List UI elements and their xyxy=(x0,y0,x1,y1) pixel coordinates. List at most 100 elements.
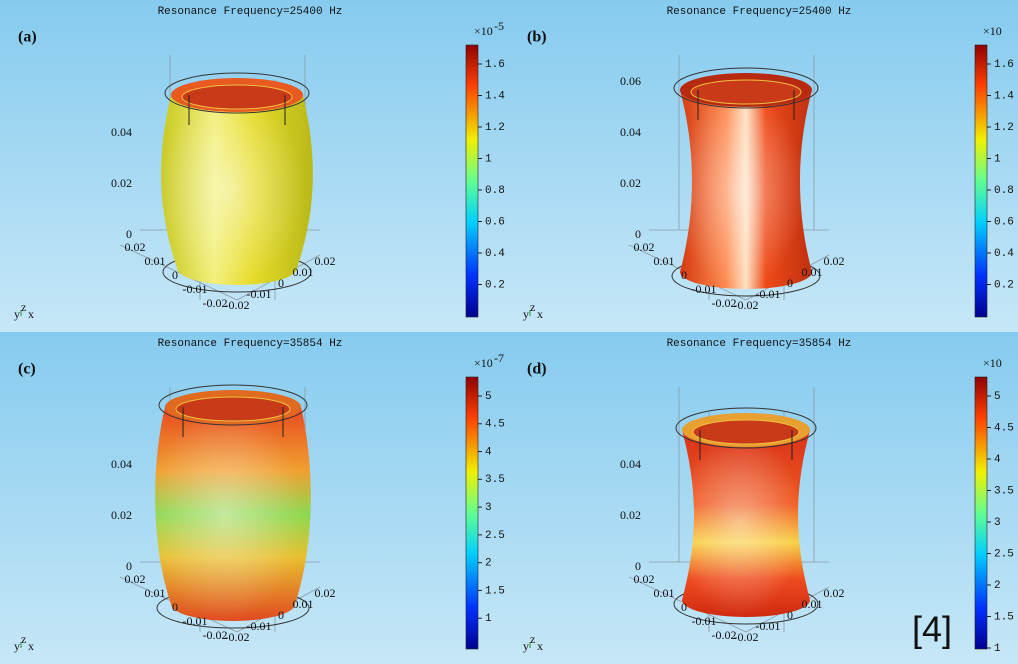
colorbar-tick-label: 0.8 xyxy=(994,185,1014,197)
colorbar-tick-label: 3.5 xyxy=(485,474,505,486)
y-tick-label: 0.02 xyxy=(125,240,146,254)
y-tick-label: -0.01 xyxy=(692,282,717,296)
colorbar-tick-label: 5 xyxy=(994,391,1001,403)
colorbar-multiplier: ×10 xyxy=(983,356,1002,370)
y-tick-label: 0.02 xyxy=(634,240,655,254)
cylinder-bore xyxy=(693,420,799,444)
x-tick-label: 0 xyxy=(787,608,793,622)
colorbar-tick-label: 1.5 xyxy=(485,585,505,597)
x-tick-label: -0.02 xyxy=(734,630,759,644)
x-tick-label: 0.01 xyxy=(293,265,314,279)
colorbar-tick-label: 1 xyxy=(994,153,1001,165)
panel-label: (c) xyxy=(18,361,36,378)
panel-title: Resonance Frequency=25400 Hz xyxy=(158,6,343,18)
colorbar-tick-label: 0.4 xyxy=(485,248,505,260)
triad-label: z xyxy=(21,300,26,314)
triad-label: z xyxy=(530,300,535,314)
colorbar-multiplier: ×10 xyxy=(474,356,493,370)
x-tick-label: -0.01 xyxy=(756,287,781,301)
z-tick-label: 0.02 xyxy=(620,176,641,190)
colorbar-tick-label: 1.2 xyxy=(994,122,1014,134)
colorbar-tick-label: 0.2 xyxy=(994,279,1014,291)
triad-label: y xyxy=(523,307,529,321)
x-tick-label: 0.02 xyxy=(824,254,845,268)
x-tick-label: -0.01 xyxy=(756,619,781,633)
colorbar-tick-label: 1.6 xyxy=(994,59,1014,71)
colorbar-tick-label: 1.6 xyxy=(485,59,505,71)
colorbar-tick-label: 4 xyxy=(994,454,1001,466)
y-tick-label: 0 xyxy=(681,600,687,614)
colorbar-tick-label: 1.4 xyxy=(485,90,505,102)
cylinder-bore xyxy=(691,80,801,104)
z-tick-label: 0 xyxy=(635,559,641,573)
y-tick-label: 0.01 xyxy=(654,586,675,600)
z-tick-label: 0 xyxy=(126,559,132,573)
cylinder-shine xyxy=(161,95,313,285)
colorbar-tick-label: 3.5 xyxy=(994,485,1014,497)
colorbar-tick-label: 3 xyxy=(994,517,1001,529)
z-tick-label: 0 xyxy=(635,227,641,241)
colorbar-tick-label: 0.6 xyxy=(485,216,505,228)
colorbar-tick-label: 2.5 xyxy=(994,548,1014,560)
x-tick-label: 0.02 xyxy=(824,586,845,600)
y-tick-label: 0 xyxy=(172,600,178,614)
colorbar-tick-label: 5 xyxy=(485,391,492,403)
x-tick-label: 0.01 xyxy=(802,597,823,611)
colorbar-tick-label: 2 xyxy=(994,580,1001,592)
cylinder-bore xyxy=(182,85,292,109)
triad-label: z xyxy=(530,632,535,646)
y-tick-label: 0 xyxy=(172,268,178,282)
x-tick-label: 0.01 xyxy=(293,597,314,611)
x-tick-label: -0.02 xyxy=(734,298,759,312)
z-tick-label: 0.04 xyxy=(111,125,132,139)
colorbar-tick-label: 4 xyxy=(485,446,492,458)
colorbar-tick-label: 1.4 xyxy=(994,90,1014,102)
triad-label: z xyxy=(21,632,26,646)
colorbar xyxy=(466,45,478,317)
triad-label: y xyxy=(523,639,529,653)
z-tick-label: 0.02 xyxy=(111,508,132,522)
panel-title: Resonance Frequency=35854 Hz xyxy=(158,338,343,350)
figure: Resonance Frequency=25400 Hz(a)0.040.020… xyxy=(0,0,1018,664)
colorbar-multiplier: ×10 xyxy=(983,24,1002,38)
cylinder-shine xyxy=(680,90,812,289)
panel-label: (a) xyxy=(18,29,37,46)
z-tick-label: 0.02 xyxy=(111,176,132,190)
colorbar-tick-label: 4.5 xyxy=(485,419,505,431)
colorbar-tick-label: 3 xyxy=(485,502,492,514)
y-tick-label: 0.02 xyxy=(634,572,655,586)
x-tick-label: 0 xyxy=(787,276,793,290)
y-tick-label: 0.01 xyxy=(654,254,675,268)
y-tick-label: 0.01 xyxy=(145,254,166,268)
cylinder-shine xyxy=(155,407,311,621)
triad-label: y xyxy=(14,639,20,653)
z-tick-label: 0.04 xyxy=(620,457,641,471)
z-tick-label: 0.06 xyxy=(620,74,641,88)
colorbar-tick-label: 1 xyxy=(485,613,492,625)
colorbar-tick-label: 1 xyxy=(485,153,492,165)
panel: Resonance Frequency=25400 Hz(b)0.060.040… xyxy=(509,0,1018,332)
z-tick-label: 0.04 xyxy=(111,457,132,471)
panel: Resonance Frequency=35854 Hz(c)0.040.020… xyxy=(0,332,509,664)
x-tick-label: 0.02 xyxy=(315,586,336,600)
colorbar-exponent: -5 xyxy=(494,19,504,33)
colorbar-tick-label: 0.8 xyxy=(485,185,505,197)
y-tick-label: -0.01 xyxy=(183,282,208,296)
colorbar xyxy=(975,377,987,649)
triad-label: x xyxy=(537,307,543,321)
y-tick-label: 0.01 xyxy=(145,586,166,600)
x-tick-label: -0.02 xyxy=(225,298,250,312)
colorbar-tick-label: 2.5 xyxy=(485,530,505,542)
x-tick-label: 0.01 xyxy=(802,265,823,279)
panel-label: (d) xyxy=(527,361,547,378)
y-tick-label: -0.01 xyxy=(692,614,717,628)
colorbar-multiplier: ×10 xyxy=(474,24,493,38)
panel-label: (b) xyxy=(527,29,547,46)
triad-label: x xyxy=(28,307,34,321)
x-tick-label: -0.01 xyxy=(247,287,272,301)
cylinder-bore xyxy=(176,397,290,421)
panel-title: Resonance Frequency=35854 Hz xyxy=(667,338,852,350)
cylinder-shine xyxy=(682,430,810,617)
citation: [4] xyxy=(912,609,952,650)
triad-label: x xyxy=(537,639,543,653)
